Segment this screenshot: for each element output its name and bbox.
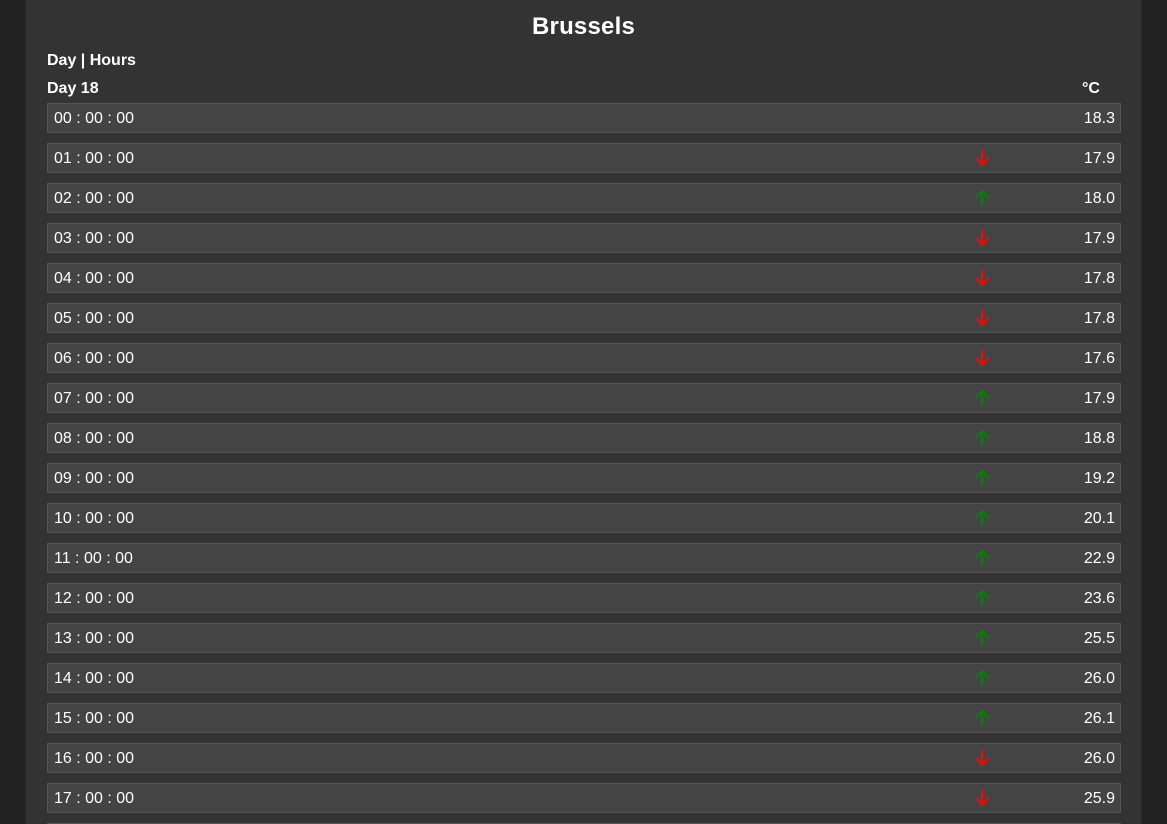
arrow-up-icon bbox=[975, 470, 989, 486]
row-temperature: 17.9 bbox=[1083, 150, 1115, 167]
arrow-up-icon bbox=[975, 550, 989, 566]
row-temperature: 17.9 bbox=[1083, 230, 1115, 247]
arrow-down-icon bbox=[975, 230, 989, 246]
row-temperature: 18.3 bbox=[1083, 110, 1115, 127]
row-time: 00 : 00 : 00 bbox=[54, 110, 135, 127]
hourly-row: 12 : 00 : 00 23.6 bbox=[47, 583, 1121, 613]
hourly-row: 10 : 00 : 00 20.1 bbox=[47, 503, 1121, 533]
hourly-row: 16 : 00 : 00 26.0 bbox=[47, 743, 1121, 773]
row-temperature: 22.9 bbox=[1083, 550, 1115, 567]
row-time: 17 : 00 : 00 bbox=[54, 790, 135, 807]
row-time: 10 : 00 : 00 bbox=[54, 510, 135, 527]
row-temperature: 26.1 bbox=[1083, 710, 1115, 727]
hourly-row: 11 : 00 : 00 22.9 bbox=[47, 543, 1121, 573]
row-time: 02 : 00 : 00 bbox=[54, 190, 135, 207]
hourly-row: 09 : 00 : 00 19.2 bbox=[47, 463, 1121, 493]
hourly-row: 01 : 00 : 00 17.9 bbox=[47, 143, 1121, 173]
hourly-row: 00 : 00 : 00 18.3 bbox=[47, 103, 1121, 133]
row-temperature: 20.1 bbox=[1083, 510, 1115, 527]
arrow-down-icon bbox=[975, 150, 989, 166]
row-time: 04 : 00 : 00 bbox=[54, 270, 135, 287]
row-temperature: 17.9 bbox=[1083, 390, 1115, 407]
hourly-row: 06 : 00 : 00 17.6 bbox=[47, 343, 1121, 373]
arrow-down-icon bbox=[975, 750, 989, 766]
arrow-up-icon bbox=[975, 190, 989, 206]
row-time: 16 : 00 : 00 bbox=[54, 750, 135, 767]
page-title: Brussels bbox=[532, 13, 635, 40]
arrow-down-icon bbox=[975, 350, 989, 366]
arrow-up-icon bbox=[975, 590, 989, 606]
arrow-up-icon bbox=[975, 430, 989, 446]
row-time: 13 : 00 : 00 bbox=[54, 630, 135, 647]
forecast-panel: Brussels Day | Hours Day 18 °C 00 : 00 :… bbox=[26, 0, 1141, 824]
row-temperature: 17.8 bbox=[1083, 310, 1115, 327]
row-time: 14 : 00 : 00 bbox=[54, 670, 135, 687]
row-temperature: 19.2 bbox=[1083, 470, 1115, 487]
row-time: 12 : 00 : 00 bbox=[54, 590, 135, 607]
row-temperature: 23.6 bbox=[1083, 590, 1115, 607]
row-temperature: 26.0 bbox=[1083, 750, 1115, 767]
row-temperature: 18.8 bbox=[1083, 430, 1115, 447]
row-temperature: 17.6 bbox=[1083, 350, 1115, 367]
row-time: 01 : 00 : 00 bbox=[54, 150, 135, 167]
hourly-row: 03 : 00 : 00 17.9 bbox=[47, 223, 1121, 253]
arrow-up-icon bbox=[975, 510, 989, 526]
arrow-down-icon bbox=[975, 790, 989, 806]
hourly-row: 08 : 00 : 00 18.8 bbox=[47, 423, 1121, 453]
row-time: 03 : 00 : 00 bbox=[54, 230, 135, 247]
arrow-up-icon bbox=[975, 670, 989, 686]
hourly-row: 13 : 00 : 00 25.5 bbox=[47, 623, 1121, 653]
unit-label: °C bbox=[1082, 80, 1100, 97]
row-time: 11 : 00 : 00 bbox=[54, 550, 133, 567]
row-time: 09 : 00 : 00 bbox=[54, 470, 135, 487]
row-time: 05 : 00 : 00 bbox=[54, 310, 135, 327]
view-subtitle: Day | Hours bbox=[47, 52, 136, 69]
arrow-up-icon bbox=[975, 390, 989, 406]
hourly-row: 05 : 00 : 00 17.8 bbox=[47, 303, 1121, 333]
arrow-down-icon bbox=[975, 270, 989, 286]
row-temperature: 18.0 bbox=[1083, 190, 1115, 207]
arrow-down-icon bbox=[975, 310, 989, 326]
hourly-list: 00 : 00 : 00 18.3 01 : 00 : 00 17.9 02 : 00 … bbox=[47, 103, 1121, 824]
hourly-row: 14 : 00 : 00 26.0 bbox=[47, 663, 1121, 693]
hourly-row: 04 : 00 : 00 17.8 bbox=[47, 263, 1121, 293]
arrow-up-icon bbox=[975, 710, 989, 726]
hourly-row: 15 : 00 : 00 26.1 bbox=[47, 703, 1121, 733]
row-temperature: 25.5 bbox=[1083, 630, 1115, 647]
hourly-row: 17 : 00 : 00 25.9 bbox=[47, 783, 1121, 813]
row-time: 06 : 00 : 00 bbox=[54, 350, 135, 367]
row-temperature: 26.0 bbox=[1083, 670, 1115, 687]
day-label: Day 18 bbox=[47, 80, 99, 97]
row-time: 08 : 00 : 00 bbox=[54, 430, 135, 447]
row-time: 15 : 00 : 00 bbox=[54, 710, 135, 727]
arrow-up-icon bbox=[975, 630, 989, 646]
row-time: 07 : 00 : 00 bbox=[54, 390, 135, 407]
hourly-row: 07 : 00 : 00 17.9 bbox=[47, 383, 1121, 413]
hourly-row: 02 : 00 : 00 18.0 bbox=[47, 183, 1121, 213]
row-temperature: 25.9 bbox=[1083, 790, 1115, 807]
row-temperature: 17.8 bbox=[1083, 270, 1115, 287]
